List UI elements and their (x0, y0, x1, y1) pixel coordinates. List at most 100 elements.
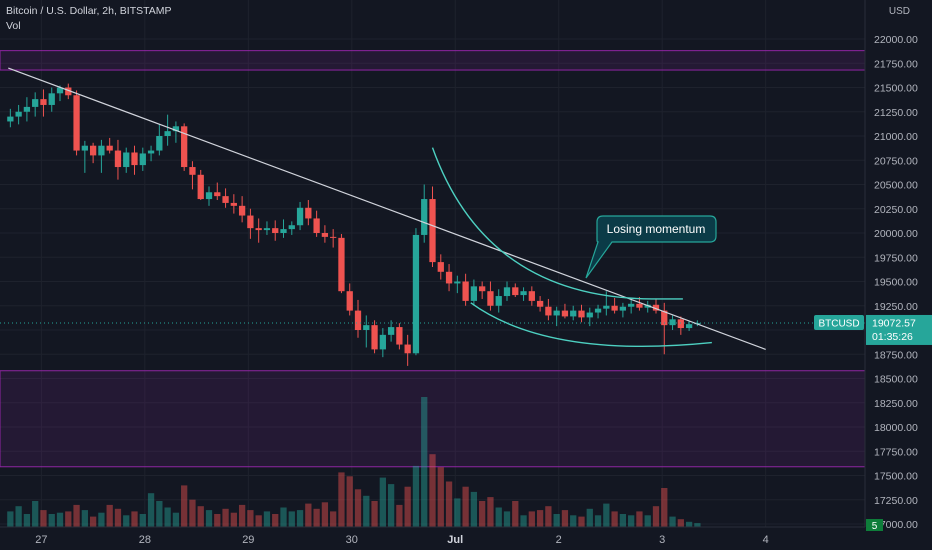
candlestick[interactable] (156, 124, 163, 156)
candlestick[interactable] (371, 320, 378, 354)
candlestick[interactable] (263, 221, 271, 235)
candlestick[interactable] (280, 219, 287, 238)
candlestick[interactable] (40, 89, 47, 117)
candlestick[interactable] (570, 305, 577, 321)
candlestick[interactable] (288, 221, 295, 235)
candlestick[interactable] (197, 169, 204, 201)
candlestick[interactable] (330, 229, 337, 248)
annotation-callout[interactable]: Losing momentum (585, 215, 717, 279)
volume-bar (230, 512, 237, 527)
candlestick[interactable] (387, 320, 395, 342)
volume-bar (412, 465, 420, 527)
candlestick[interactable] (205, 186, 213, 206)
candlestick[interactable] (81, 140, 88, 173)
candlestick[interactable] (214, 182, 221, 201)
candlestick[interactable] (56, 85, 64, 102)
candlestick[interactable] (313, 210, 320, 237)
momentum-upper-curve[interactable] (431, 147, 683, 300)
resistance-zone[interactable] (0, 50, 866, 71)
candlestick[interactable] (561, 303, 569, 319)
candlestick[interactable] (15, 104, 22, 125)
candlestick[interactable] (114, 139, 122, 180)
candlestick[interactable] (652, 298, 660, 314)
candlestick[interactable] (396, 323, 403, 350)
candlestick[interactable] (139, 147, 146, 171)
candlestick[interactable] (338, 233, 345, 294)
candlestick[interactable] (379, 328, 386, 358)
candlestick[interactable] (404, 334, 411, 366)
candlestick[interactable] (172, 121, 180, 143)
candlestick[interactable] (503, 281, 511, 301)
candlestick[interactable] (536, 296, 544, 312)
candlestick[interactable] (628, 297, 635, 314)
candlestick[interactable] (296, 201, 304, 231)
volume-bar (123, 515, 130, 527)
candlestick[interactable] (230, 194, 237, 214)
candlestick[interactable] (363, 315, 370, 348)
candlestick[interactable] (272, 220, 279, 241)
candlestick[interactable] (470, 279, 478, 306)
candle-body (354, 310, 362, 330)
candlestick[interactable] (644, 300, 651, 313)
candlestick[interactable] (495, 289, 502, 313)
candlestick[interactable] (147, 145, 155, 162)
candlestick[interactable] (131, 145, 138, 175)
momentum-lower-curve[interactable] (470, 302, 712, 348)
symbol-title[interactable]: Bitcoin / U.S. Dollar, 2h, BITSTAMP (6, 5, 172, 17)
candlestick[interactable] (479, 281, 486, 299)
candlestick[interactable] (32, 92, 39, 117)
volume-bar (536, 510, 544, 527)
candlestick[interactable] (164, 114, 171, 146)
candlestick[interactable] (545, 298, 552, 321)
candlestick[interactable] (346, 283, 353, 316)
candlestick[interactable] (255, 218, 262, 243)
volume-bar (7, 511, 14, 527)
last-price-tag[interactable] (866, 314, 932, 345)
candlestick[interactable] (437, 254, 444, 280)
candlestick[interactable] (462, 273, 469, 306)
volume-bar (371, 501, 378, 527)
candlestick[interactable] (89, 142, 97, 164)
candlestick[interactable] (445, 264, 453, 292)
candlestick[interactable] (123, 147, 130, 173)
candlestick[interactable] (106, 137, 113, 154)
candlestick[interactable] (594, 304, 602, 319)
candlestick[interactable] (189, 161, 196, 190)
candlestick[interactable] (677, 316, 684, 335)
candlestick[interactable] (354, 299, 362, 338)
volume-bar (255, 515, 262, 527)
candlestick[interactable] (222, 188, 229, 208)
candlestick[interactable] (412, 228, 420, 356)
support-zone[interactable] (0, 370, 866, 468)
candlestick[interactable] (512, 283, 519, 298)
candlestick[interactable] (528, 286, 535, 306)
candlestick[interactable] (685, 321, 693, 331)
price-axis[interactable] (865, 0, 932, 550)
candlestick[interactable] (65, 83, 72, 100)
candlestick[interactable] (23, 97, 31, 122)
candlestick[interactable] (520, 287, 527, 301)
price-tick-label: 21250.00 (874, 107, 918, 119)
candlestick[interactable] (578, 304, 585, 323)
symbol-tag[interactable] (814, 314, 864, 330)
candlestick[interactable] (73, 90, 80, 156)
volume-indicator-label[interactable]: Vol (6, 20, 21, 32)
candlestick[interactable] (429, 186, 436, 267)
candlestick[interactable] (98, 139, 105, 173)
candlestick[interactable] (238, 196, 246, 223)
candlestick[interactable] (305, 200, 312, 226)
time-axis[interactable] (0, 527, 865, 550)
candlestick[interactable] (586, 307, 593, 327)
candlestick[interactable] (421, 184, 428, 243)
trendline[interactable] (8, 67, 766, 350)
candlestick[interactable] (321, 225, 329, 243)
candlestick[interactable] (48, 87, 55, 112)
candlestick[interactable] (487, 281, 494, 311)
candlestick[interactable] (611, 297, 618, 314)
candlestick[interactable] (619, 302, 627, 318)
candlestick[interactable] (247, 208, 254, 239)
candlestick[interactable] (7, 108, 14, 128)
candlestick[interactable] (181, 123, 188, 171)
candlestick[interactable] (454, 275, 461, 294)
